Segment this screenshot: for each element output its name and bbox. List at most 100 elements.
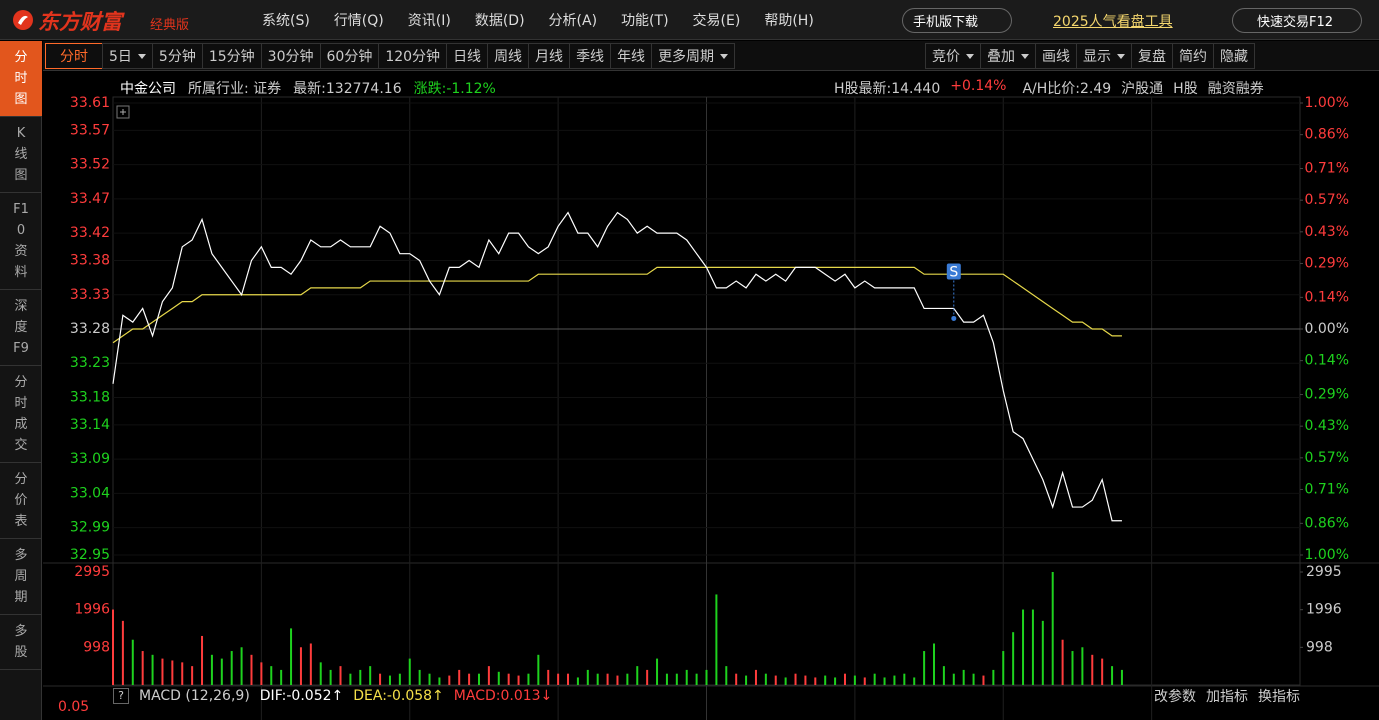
stock-name: 中金公司: [120, 81, 176, 97]
toolbar-button[interactable]: 隐藏: [1213, 43, 1255, 69]
side-tab[interactable]: 深度F9: [0, 290, 42, 366]
y2-tick-label: 1.00%: [1305, 95, 1349, 111]
volume-bar: [567, 673, 570, 685]
info-link[interactable]: 沪股通: [1121, 81, 1164, 97]
toolbar-button[interactable]: 竞价: [925, 43, 981, 69]
macd-value: MACD:0.013↓: [453, 688, 553, 704]
toolbar-button[interactable]: 分时: [45, 43, 103, 69]
side-tab[interactable]: 分时成交: [0, 366, 42, 463]
y2-tick-label: 1.00%: [1305, 547, 1349, 563]
volume-bar: [171, 660, 174, 685]
volume-bar: [418, 669, 421, 685]
quick-trade[interactable]: 快速交易F12: [1232, 8, 1362, 33]
menu-item[interactable]: 分析(A): [548, 13, 598, 29]
y-tick-label: 33.33: [70, 287, 110, 303]
y-tick-label: 33.18: [70, 389, 110, 405]
side-tab[interactable]: 多周期: [0, 539, 42, 615]
toolbar-button[interactable]: 叠加: [980, 43, 1036, 69]
volume-bar: [982, 675, 985, 685]
volume-bar: [181, 662, 184, 685]
indicator-action[interactable]: 换指标: [1258, 689, 1300, 705]
menu-item[interactable]: 数据(D): [474, 13, 525, 29]
volume-bar: [883, 677, 886, 685]
y-tick-label: 33.38: [70, 253, 110, 269]
menu-item[interactable]: 功能(T): [621, 13, 669, 29]
volume-bar: [784, 677, 787, 685]
y-tick-label: 33.47: [70, 191, 110, 207]
period-bar: 分时 5日 5分钟 15分钟 30分钟 60分钟 120分钟 日线 周线 月线 季线 年线 更多周期: [45, 43, 736, 69]
side-tab[interactable]: 分价表: [0, 463, 42, 539]
volume-bar: [487, 666, 490, 685]
help-box[interactable]: ?: [113, 688, 129, 704]
volume-bar: [141, 651, 144, 685]
toolbar-button[interactable]: 画线: [1035, 43, 1077, 69]
volume-bar: [843, 673, 846, 685]
menu: 系统(S) 行情(Q) 资讯(I) 数据(D) 分析(A) 功能(T) 交易(E) 帮助(H): [262, 10, 814, 30]
volume-bar: [675, 673, 678, 685]
volume-bar: [112, 609, 114, 685]
signal-label: S: [949, 264, 958, 280]
price-line: [112, 211, 1122, 522]
signal-dot: [951, 315, 957, 321]
average-line: [112, 266, 1122, 344]
toolbar-button[interactable]: 更多周期: [651, 43, 736, 69]
side-tab[interactable]: 分时图: [0, 41, 42, 117]
menu-item[interactable]: 帮助(H): [764, 13, 814, 29]
info-bar-right: H股最新:14.440 +0.14% A/H比价:2.49 沪股通 H股 融资融券: [834, 78, 1264, 98]
volume-bar: [735, 673, 738, 685]
volume-bar: [794, 673, 797, 685]
menu-item[interactable]: 交易(E): [692, 13, 741, 29]
y2-tick-label: 0.29%: [1305, 387, 1349, 403]
toolbar-button[interactable]: 30分钟: [260, 43, 321, 69]
toolbar-button[interactable]: 60分钟: [319, 43, 380, 69]
menu-item[interactable]: 系统(S): [262, 13, 310, 29]
indicator-action[interactable]: 改参数: [1154, 689, 1196, 705]
y-tick-label: 33.09: [70, 451, 110, 467]
toolbar-button[interactable]: 年线: [610, 43, 653, 69]
volume-bar: [1051, 572, 1054, 685]
volume-bar: [161, 658, 164, 685]
menu-item[interactable]: 行情(Q): [333, 13, 384, 29]
volume-bar: [359, 669, 362, 685]
indicator-action[interactable]: 加指标: [1206, 689, 1248, 705]
volume-bar: [774, 675, 777, 685]
macd-dea: DEA:-0.058↑: [353, 688, 444, 704]
volume-bar: [507, 673, 510, 685]
side-tab[interactable]: K线图: [0, 117, 42, 193]
volume-bar: [695, 673, 698, 685]
volume-bar: [121, 620, 124, 685]
info-link[interactable]: H股: [1173, 81, 1198, 97]
toolbar-button[interactable]: 显示: [1076, 43, 1132, 69]
toolbar-button[interactable]: 日线: [446, 43, 489, 69]
side-tab[interactable]: 多股: [0, 615, 42, 670]
side-tab[interactable]: F10资料: [0, 193, 42, 290]
info-link[interactable]: 融资融券: [1207, 81, 1264, 97]
toolbar-button[interactable]: 5分钟: [151, 43, 203, 69]
volume-bar: [329, 669, 332, 685]
side-tab-label: 分价表: [14, 472, 28, 529]
toolbar-button[interactable]: 周线: [487, 43, 530, 69]
toolbar-button[interactable]: 120分钟: [378, 43, 448, 69]
logo-text: 东方财富: [38, 10, 122, 34]
menu-item[interactable]: 资讯(I): [407, 13, 451, 29]
volume-bar: [458, 669, 461, 685]
toolbar-button[interactable]: 简约: [1172, 43, 1214, 69]
volume-bar: [1002, 651, 1005, 685]
volume-bar: [547, 669, 550, 685]
y2-tick-label: 0.86%: [1305, 515, 1349, 531]
volume-bar: [131, 639, 134, 685]
promo-link[interactable]: 2025人气看盘工具: [1053, 14, 1173, 30]
mobile-download[interactable]: 手机版下载: [902, 8, 1012, 33]
volume-bar: [299, 647, 302, 685]
toolbar-button[interactable]: 季线: [569, 43, 612, 69]
y2-tick-label: 0.57%: [1305, 192, 1349, 208]
volume-bar: [1120, 669, 1123, 685]
toolbar-button[interactable]: 月线: [528, 43, 571, 69]
volume-bar: [537, 654, 540, 685]
toolbar-button[interactable]: 15分钟: [201, 43, 262, 69]
volume-bar: [1111, 666, 1114, 685]
volume-bar: [290, 628, 293, 685]
toolbar-button[interactable]: 复盘: [1131, 43, 1173, 69]
y-tick-label: 32.95: [70, 547, 110, 563]
toolbar-button[interactable]: 5日: [102, 43, 153, 69]
